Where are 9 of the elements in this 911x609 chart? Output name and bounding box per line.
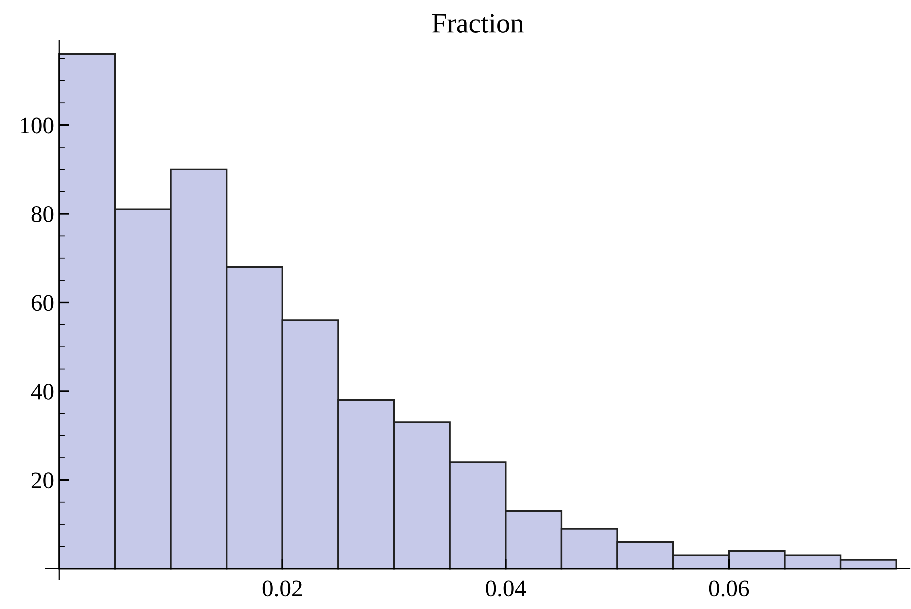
x-tick-label: 0.02 — [262, 580, 302, 597]
x-tick-label: 0.04 — [486, 580, 526, 597]
y-tick-label: 60 — [32, 295, 54, 312]
y-tick-label: 20 — [32, 472, 54, 489]
y-tick-label: 40 — [31, 384, 54, 400]
y-tick-label: 100 — [21, 118, 54, 134]
chart-title: Fraction — [432, 14, 524, 33]
y-tick-label: 80 — [32, 206, 54, 222]
x-tick-label: 0.06 — [709, 580, 750, 597]
